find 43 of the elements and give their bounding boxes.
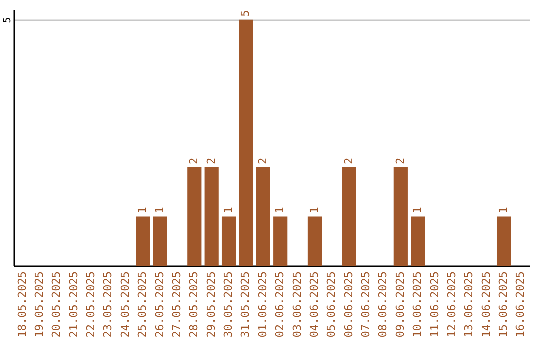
x-tick-label: 30.05.2025 (222, 272, 236, 338)
data-label: 1 (274, 207, 287, 214)
x-tick-label: 16.06.2025 (514, 272, 528, 338)
data-label: 1 (136, 207, 150, 214)
x-tick-label: 06.06.2025 (342, 272, 356, 338)
x-tick-label: 08.06.2025 (376, 272, 390, 338)
x-tick-label: 31.05.2025 (239, 272, 252, 338)
x-tick-label: 27.05.2025 (170, 272, 184, 338)
x-tick-label: 24.05.2025 (118, 272, 132, 338)
data-label: 1 (411, 207, 424, 214)
data-label: 2 (394, 158, 407, 165)
x-tick-label: 19.05.2025 (32, 272, 46, 338)
x-tick-label: 03.06.2025 (290, 272, 304, 338)
data-label: 2 (342, 158, 356, 165)
x-tick-label: 09.06.2025 (394, 272, 407, 338)
x-tick-label: 28.05.2025 (188, 272, 201, 338)
data-label: 1 (308, 207, 321, 214)
data-label: 2 (256, 158, 270, 165)
x-tick-label: 11.06.2025 (428, 272, 442, 338)
x-tick-label: 18.05.2025 (16, 272, 29, 338)
data-label: 5 (239, 10, 252, 17)
data-label: 1 (153, 207, 166, 214)
x-tick-label: 05.06.2025 (325, 272, 338, 338)
x-tick-label: 25.05.2025 (136, 272, 150, 338)
data-label: 1 (497, 207, 510, 214)
x-tick-label: 04.06.2025 (308, 272, 321, 338)
x-tick-label: 26.05.2025 (153, 272, 166, 338)
x-tick-label: 01.06.2025 (256, 272, 270, 338)
x-tick-label: 21.05.2025 (67, 272, 80, 338)
x-tick-label: 02.06.2025 (274, 272, 287, 338)
data-label: 2 (188, 158, 201, 165)
x-tick-label: 20.05.2025 (50, 272, 64, 338)
data-label: 2 (204, 158, 218, 165)
x-tick-label: 23.05.2025 (102, 272, 115, 338)
x-tick-label: 14.06.2025 (480, 272, 493, 338)
x-tick-label: 12.06.2025 (445, 272, 458, 338)
x-tick-label: 10.06.2025 (411, 272, 424, 338)
x-tick-label: 13.06.2025 (462, 272, 476, 338)
x-tick-label: 15.06.2025 (497, 272, 510, 338)
x-tick-label: 29.05.2025 (204, 272, 218, 338)
x-tick-label: 22.05.2025 (84, 272, 98, 338)
data-label: 1 (222, 207, 236, 214)
x-tick-label: 07.06.2025 (360, 272, 373, 338)
